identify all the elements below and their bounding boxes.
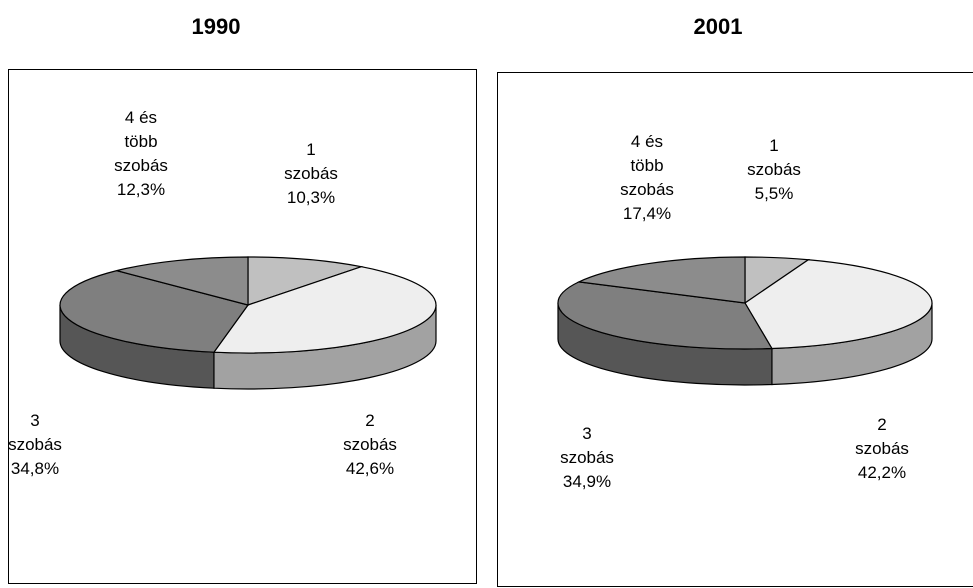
slice-label-line: 2 — [365, 411, 375, 430]
pie-slice-2 — [557, 281, 773, 350]
slice-label-line: szobás — [114, 156, 168, 175]
slice-label-3: 4 és több szobás 12,3% — [91, 106, 191, 202]
pie-slice-1 — [744, 259, 933, 350]
slice-value: 42,6% — [345, 459, 395, 478]
slice-label-2: 3 szobás 34,8% — [0, 409, 85, 481]
pie-chart-panel-2001: 1 szobás 5,5% 2 szobás 42,2% 3 szobás 34,9% 4 és t… — [497, 72, 973, 587]
slice-label-line: 3 — [30, 411, 40, 430]
slice-label-line: több — [124, 132, 158, 151]
slice-value: 17,4% — [622, 204, 672, 223]
pie-slice-3 — [116, 256, 249, 306]
slice-value: 10,3% — [286, 188, 336, 207]
slice-value: 5,5% — [754, 184, 794, 203]
slice-label-0: 1 szobás 5,5% — [724, 134, 824, 206]
slice-label-line: szobás — [8, 435, 62, 454]
slice-label-line: szobás — [560, 448, 614, 467]
slice-label-line: szobás — [620, 180, 674, 199]
slice-label-line: 3 — [582, 424, 592, 443]
pie-slice-3 — [576, 256, 746, 304]
chart-title-2001: 2001 — [693, 14, 743, 39]
slice-label-line: szobás — [343, 435, 397, 454]
slice-label-line: 4 és — [124, 108, 158, 127]
pie-slice-0 — [247, 256, 364, 306]
slice-value: 42,2% — [857, 463, 907, 482]
slice-label-line: 4 és — [630, 132, 664, 151]
pie-chart-1990 — [59, 256, 437, 390]
slice-label-0: 1 szobás 10,3% — [261, 138, 361, 210]
chart-title-1990: 1990 — [191, 14, 241, 39]
slice-label-line: 1 — [306, 140, 316, 159]
slice-value: 12,3% — [116, 180, 166, 199]
pie-slice-2 — [59, 270, 249, 353]
slice-label-line: 2 — [877, 415, 887, 434]
slice-value: 34,9% — [562, 472, 612, 491]
pie-chart-2001 — [557, 256, 933, 386]
slice-value: 34,8% — [10, 459, 60, 478]
slice-label-2: 3 szobás 34,9% — [537, 422, 637, 494]
slice-label-line: szobás — [855, 439, 909, 458]
slice-label-line: szobás — [284, 164, 338, 183]
slice-label-3: 4 és több szobás 17,4% — [597, 130, 697, 226]
pie-side-walls — [557, 302, 933, 386]
pie-chart-panel-1990: 1 szobás 10,3% 2 szobás 42,6% 3 szobás 34,8% 4 és… — [8, 69, 477, 584]
slice-label-line: több — [630, 156, 664, 175]
pie-slice-1 — [212, 266, 437, 354]
slice-label-1: 2 szobás 42,6% — [320, 409, 420, 481]
slice-label-line: 1 — [769, 136, 779, 155]
slice-label-line: szobás — [747, 160, 801, 179]
slice-label-1: 2 szobás 42,2% — [832, 413, 932, 485]
